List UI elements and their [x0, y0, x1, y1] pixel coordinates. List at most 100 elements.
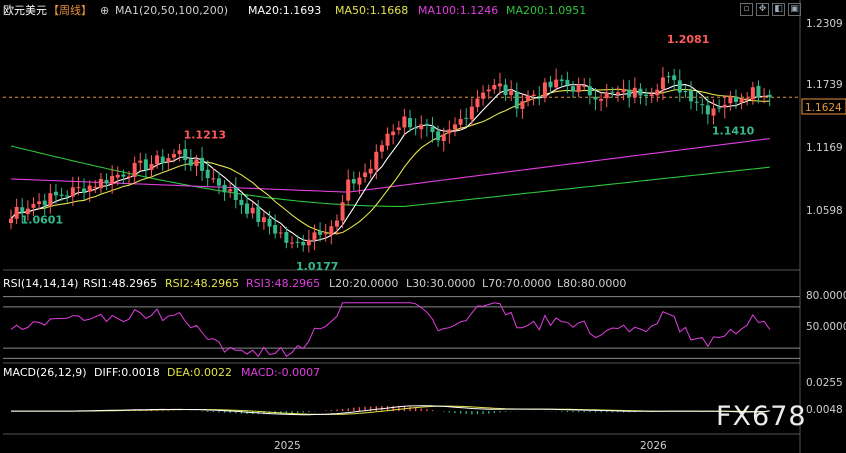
price-tick-1: 1.2309	[806, 18, 843, 30]
price-tick-4: 1.0598	[806, 205, 843, 217]
candle-body	[334, 220, 339, 227]
candle-body	[245, 203, 250, 214]
candle-body	[402, 116, 407, 128]
candle-body	[565, 79, 570, 85]
candle-body	[503, 84, 508, 95]
candle-body	[526, 95, 531, 102]
current-price-label: 1.1624	[805, 102, 842, 114]
candle-body	[205, 169, 210, 179]
rsi-l70: L70:70.0000	[482, 277, 551, 290]
candle-body	[767, 94, 772, 98]
candle-body	[436, 131, 441, 141]
candle-body	[391, 131, 396, 136]
candle-body	[363, 172, 368, 177]
candle-body	[188, 159, 193, 166]
candle-body	[9, 218, 13, 224]
candle-body	[632, 87, 637, 98]
candle-body	[273, 225, 278, 234]
settings-icon[interactable]: ⊕	[100, 4, 109, 17]
candle-body	[216, 178, 221, 186]
candle-body	[368, 168, 373, 174]
maximize-icon[interactable]: ▣	[788, 3, 801, 16]
candle-body	[143, 159, 148, 171]
restore-icon[interactable]: ◧	[772, 3, 785, 16]
candle-body	[222, 184, 227, 193]
candle-body	[306, 239, 311, 246]
price-annotation: 1.2081	[667, 33, 709, 46]
candle-body	[301, 241, 306, 246]
candle-body	[379, 145, 384, 152]
candle-body	[42, 200, 47, 206]
candle-body	[87, 185, 92, 192]
candle-body	[745, 98, 750, 100]
x-tick-2025: 2025	[274, 440, 301, 452]
candle-body	[424, 123, 429, 126]
pair-name: 欧元美元	[3, 4, 47, 17]
ma20-value: MA20:1.1693	[248, 4, 321, 17]
rsi-name[interactable]: RSI(14,14,14)	[3, 277, 78, 290]
candle-body	[492, 84, 497, 90]
candle-body	[486, 89, 491, 92]
candle-body	[267, 218, 272, 227]
minimize-icon[interactable]: ▫	[740, 3, 753, 16]
candle-body	[25, 208, 30, 215]
candle-body	[121, 174, 126, 177]
candle-body	[14, 206, 19, 219]
candle-body	[582, 85, 587, 87]
candle-body	[649, 94, 654, 97]
macd-tick-1: 0.0255	[806, 377, 843, 389]
candle-body	[53, 191, 58, 196]
candle-body	[70, 187, 75, 197]
move-icon[interactable]: ✥	[756, 3, 769, 16]
candle-body	[638, 88, 643, 96]
candle-body	[318, 231, 323, 235]
candle-body	[660, 77, 665, 90]
candle-body	[98, 178, 103, 189]
candle-body	[430, 126, 435, 133]
candle-body	[59, 194, 64, 196]
candle-body	[762, 95, 767, 97]
candle-body	[604, 92, 609, 99]
price-tick-3: 1.1169	[806, 142, 843, 154]
current-price-tag	[801, 98, 846, 115]
candle-body	[351, 179, 356, 184]
candle-body	[728, 96, 733, 104]
candle-body	[250, 207, 255, 214]
candle-body	[127, 176, 132, 178]
ma50-line	[10, 88, 770, 235]
candle-body	[481, 92, 486, 99]
candle-body	[559, 79, 564, 82]
candle-body	[599, 98, 604, 101]
candle-body	[211, 178, 216, 180]
rsi-tick-50: 50.0000	[806, 321, 846, 333]
candle-body	[183, 148, 188, 160]
candle-body	[593, 96, 598, 100]
candle-body	[509, 90, 514, 95]
ma200-value: MA200:1.0951	[506, 4, 586, 17]
candle-body	[284, 232, 289, 243]
candle-body	[160, 156, 165, 164]
candle-body	[452, 124, 457, 130]
candle-body	[261, 217, 266, 223]
price-annotation: 1.1213	[184, 128, 226, 141]
candle-body	[31, 203, 36, 208]
macd-name[interactable]: MACD(26,12,9)	[3, 366, 87, 379]
candle-body	[396, 127, 401, 131]
candle-body	[672, 75, 677, 80]
candle-body	[722, 104, 727, 108]
candle-body	[694, 101, 699, 103]
candle-body	[571, 86, 575, 92]
candle-body	[531, 94, 536, 97]
rsi-l20: L20:20.0000	[329, 277, 398, 290]
candle-body	[329, 226, 334, 235]
period-label[interactable]: 【周线】	[48, 3, 92, 17]
candle-body	[312, 232, 317, 240]
candle-body	[615, 92, 620, 94]
rsi3-value: RSI3:48.2965	[246, 277, 320, 290]
candle-body	[711, 108, 716, 116]
candle-body	[104, 179, 109, 184]
ma-indicator-label[interactable]: MA1(20,50,100,200)	[115, 4, 228, 17]
candle-body	[323, 233, 328, 235]
